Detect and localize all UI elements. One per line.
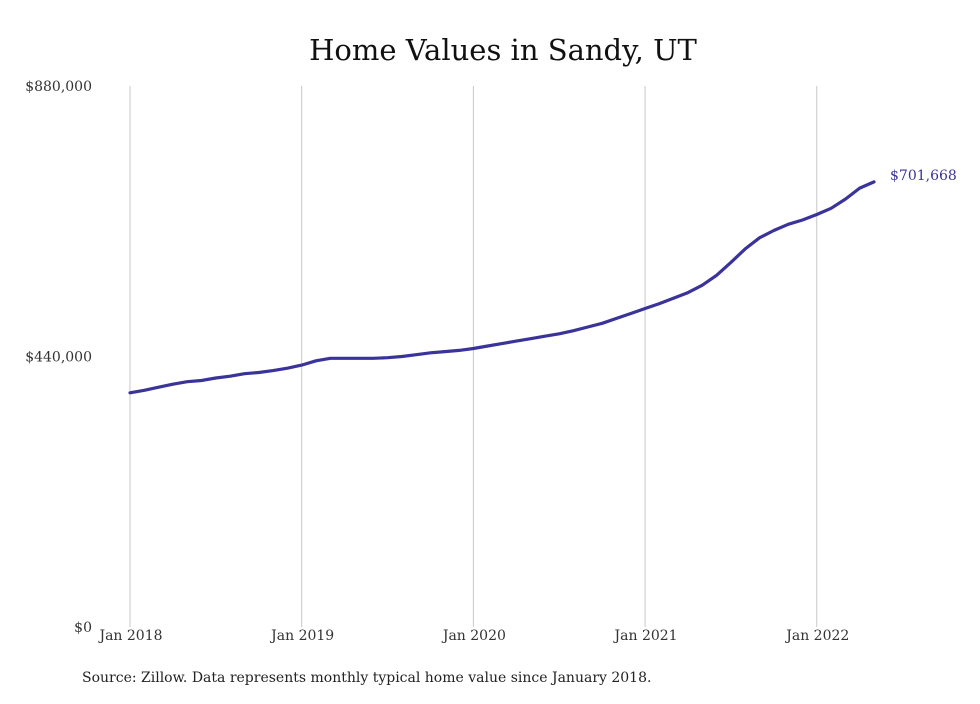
source-note: Source: Zillow. Data represents monthly … xyxy=(82,670,651,686)
y-tick-label: $440,000 xyxy=(25,350,92,366)
x-tick-label: Jan 2018 xyxy=(97,628,162,644)
x-axis-ticks: Jan 2018 Jan 2019 Jan 2020 Jan 2021 Jan 2022 xyxy=(97,628,849,644)
y-axis-ticks: $880,000 $440,000 $0 xyxy=(25,79,92,636)
series-layer xyxy=(128,180,876,395)
x-tick-label: Jan 2022 xyxy=(784,628,849,644)
series-line xyxy=(128,180,876,395)
x-tick-label: Jan 2020 xyxy=(441,628,506,644)
x-tick-label: Jan 2019 xyxy=(269,628,334,644)
end-value-label: $701,668 xyxy=(890,168,957,184)
y-tick-label: $0 xyxy=(74,620,92,636)
gridlines xyxy=(129,86,818,627)
x-tick-label: Jan 2021 xyxy=(613,628,678,644)
y-tick-label: $880,000 xyxy=(25,79,92,95)
chart-title: Home Values in Sandy, UT xyxy=(309,33,697,67)
